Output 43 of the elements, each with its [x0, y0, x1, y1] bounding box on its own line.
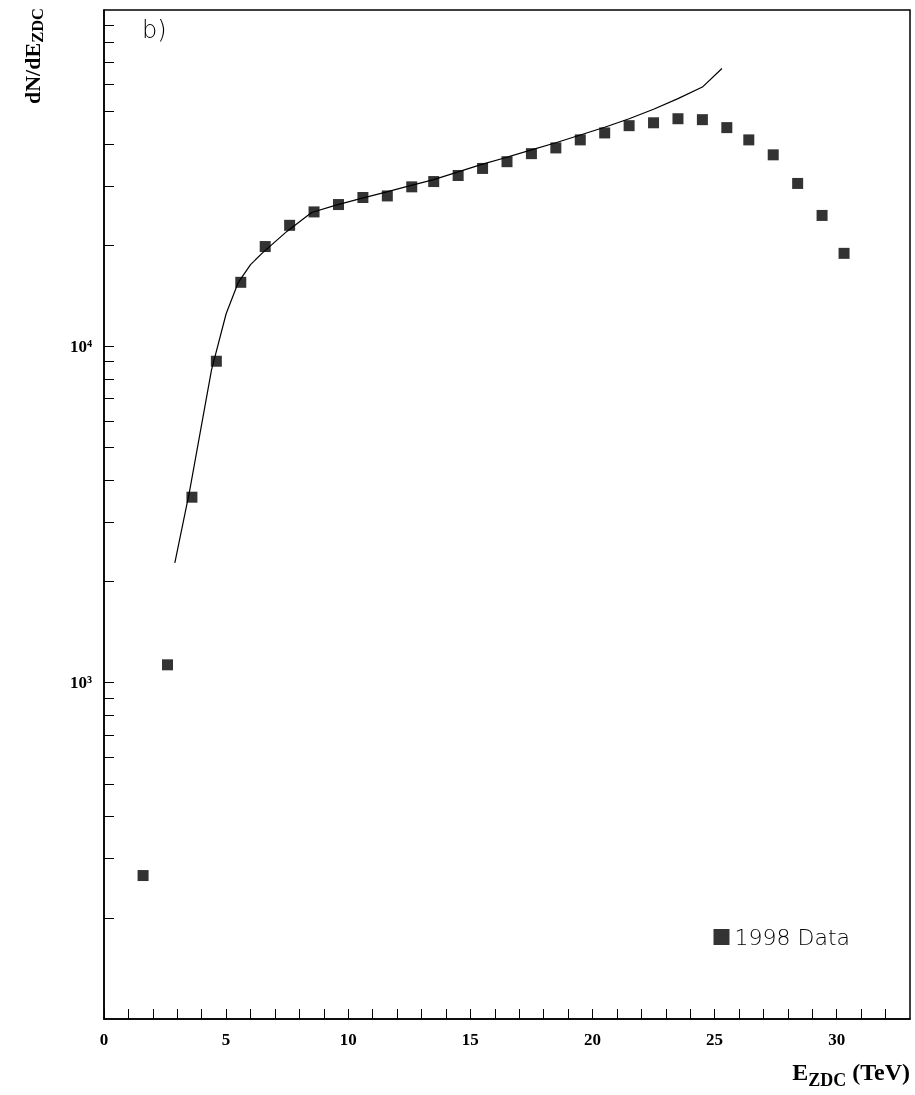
point [452, 170, 464, 182]
x-tick-label: 25 [706, 1030, 724, 1049]
point [235, 276, 247, 288]
point [550, 142, 562, 154]
point [186, 491, 198, 503]
y-tick-label: 10³ [69, 673, 92, 693]
point [477, 162, 489, 174]
point [721, 122, 733, 134]
point [525, 148, 537, 160]
point [599, 127, 611, 139]
legend-label: 1998 Data [734, 924, 850, 950]
y-tick-label: 10⁴ [69, 336, 92, 356]
point [816, 209, 828, 221]
point [162, 659, 173, 671]
point [210, 355, 222, 367]
x-tick-label: 5 [221, 1030, 231, 1049]
point [332, 199, 344, 211]
point [672, 113, 684, 125]
x-tick-label: 15 [461, 1030, 479, 1049]
x-axis-title: E$_{ZDC}$ (TeV) [792, 1059, 910, 1090]
point [308, 206, 320, 218]
x-tick-label: 10 [339, 1030, 357, 1049]
point [792, 177, 804, 189]
x-tick-label: 20 [583, 1030, 601, 1049]
point [357, 192, 369, 204]
point [696, 114, 708, 126]
point [648, 117, 660, 129]
point [381, 190, 393, 202]
point [406, 181, 418, 193]
point [284, 219, 296, 231]
annotation: b) [142, 16, 167, 44]
point [838, 247, 850, 259]
line-series [174, 67, 723, 564]
point [501, 156, 513, 168]
point [137, 870, 149, 882]
x-tick-label: 30 [828, 1030, 846, 1049]
point [259, 241, 271, 253]
point [574, 134, 586, 146]
point [767, 149, 779, 161]
point [743, 134, 755, 146]
x-tick-label: 0 [99, 1030, 109, 1049]
point [428, 176, 440, 188]
point [623, 120, 635, 132]
